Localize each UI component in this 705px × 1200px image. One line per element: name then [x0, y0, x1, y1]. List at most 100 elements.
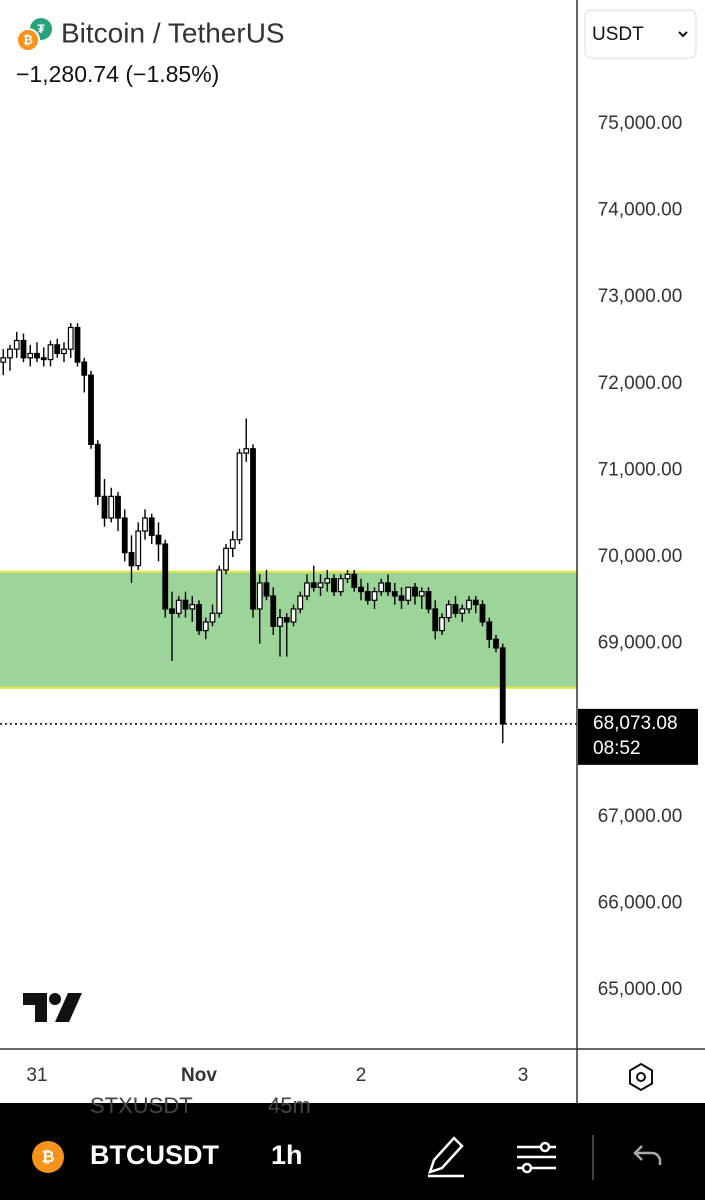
- candle-body: [67, 326, 74, 350]
- candle-body: [202, 621, 209, 632]
- ghost-interval: 45m: [268, 1093, 311, 1118]
- candle-body: [189, 604, 196, 610]
- x-tick-label: 31: [26, 1065, 47, 1086]
- candle-body: [155, 534, 162, 545]
- candle-body: [223, 547, 229, 571]
- candle-body: [74, 326, 81, 363]
- candle-body: [209, 612, 216, 623]
- candle-body: [40, 357, 47, 361]
- candle-body: [398, 595, 405, 601]
- candle-body: [135, 530, 142, 567]
- undo-button[interactable]: [633, 1145, 662, 1165]
- candle-body: [304, 582, 310, 597]
- candle-body: [101, 495, 108, 519]
- candle-body: [405, 586, 412, 601]
- toolbar: [0, 1103, 705, 1200]
- y-tick-label: 72,000.00: [598, 373, 683, 394]
- candle-body: [229, 539, 236, 549]
- candle-body: [34, 352, 40, 359]
- candle-body: [290, 608, 297, 623]
- zone: [0, 571, 577, 688]
- y-tick-label: 66,000.00: [598, 892, 683, 913]
- y-tick-label: 69,000.00: [598, 633, 683, 654]
- y-tick-label: 65,000.00: [598, 979, 683, 1000]
- candle-body: [256, 582, 263, 610]
- candle-body: [175, 599, 182, 614]
- candle-body: [27, 352, 34, 359]
- last-price-label: 68,073.08: [593, 713, 678, 734]
- candle-body: [236, 452, 243, 541]
- candle-body: [142, 517, 148, 532]
- toolbar-coin-glyph: ₿: [41, 1148, 54, 1166]
- y-tick-label: 75,000.00: [598, 113, 683, 134]
- candle-body: [283, 617, 290, 623]
- candle-body: [148, 517, 155, 536]
- candle-body: [47, 344, 54, 361]
- candle-body: [169, 608, 175, 614]
- x-tick-label: 2: [356, 1065, 367, 1086]
- candle-body: [466, 599, 472, 610]
- candle-body: [317, 582, 324, 588]
- candle-body: [358, 586, 364, 593]
- candle-body: [331, 578, 337, 593]
- candle-body: [162, 543, 169, 610]
- tradingview-logo: [23, 993, 82, 1022]
- candle-body: [121, 517, 128, 554]
- ghost-symbol: STXUSDT: [90, 1093, 193, 1118]
- candle-body: [432, 608, 439, 632]
- candle-body: [337, 578, 344, 593]
- candle-body: [452, 604, 459, 614]
- y-tick-label: 67,000.00: [598, 806, 683, 827]
- candle-body: [13, 339, 20, 350]
- candle-body: [472, 599, 479, 606]
- candle-body: [344, 573, 351, 580]
- currency-dropdown[interactable]: [584, 9, 697, 59]
- toolbar-coin-icon: [32, 1141, 64, 1173]
- candle-body: [385, 582, 391, 593]
- candle-body: [243, 448, 250, 454]
- candle-body: [216, 569, 223, 614]
- candle-body: [378, 582, 385, 593]
- candle-body: [445, 604, 452, 619]
- dropdown-caret: [678, 31, 688, 38]
- candle-body: [94, 443, 101, 497]
- price-change: −1,280.74 (−1.85%): [16, 61, 219, 87]
- toolbar-interval[interactable]: 1h: [271, 1140, 303, 1170]
- x-tick-label: Nov: [181, 1065, 217, 1086]
- candle-body: [277, 617, 283, 627]
- draw-button[interactable]: [428, 1136, 464, 1178]
- candle-body: [493, 638, 499, 649]
- candle-body: [364, 591, 371, 601]
- x-tick-label: 3: [518, 1065, 529, 1086]
- settings-button[interactable]: [629, 1062, 653, 1092]
- candle-body: [128, 552, 135, 567]
- candle-body: [425, 591, 432, 610]
- svg-text:₿: ₿: [23, 33, 33, 47]
- y-tick-label: 71,000.00: [598, 459, 683, 480]
- candle-body: [115, 495, 121, 519]
- svg-text:₮: ₮: [37, 22, 45, 36]
- candle-body: [324, 578, 331, 584]
- indicators-button[interactable]: [517, 1141, 556, 1174]
- settings-icon-center: [636, 1072, 646, 1082]
- candle-body: [391, 591, 398, 597]
- currency-label: USDT: [592, 24, 644, 45]
- candle-body: [61, 348, 67, 355]
- candle-body: [0, 357, 7, 363]
- candle-body: [250, 448, 256, 610]
- candle-body: [371, 591, 378, 601]
- y-tick-label: 70,000.00: [598, 546, 683, 567]
- toolbar-symbol[interactable]: BTCUSDT: [90, 1140, 219, 1170]
- candle-body: [310, 582, 317, 588]
- symbol-name: Bitcoin / TetherUS: [61, 17, 285, 48]
- last-price-badge: [578, 708, 698, 765]
- y-tick-label: 74,000.00: [598, 200, 683, 221]
- candle-body: [263, 582, 270, 597]
- candle-body: [439, 617, 445, 632]
- candle-body: [412, 586, 418, 597]
- candle-body: [108, 495, 115, 519]
- countdown: 08:52: [593, 738, 641, 759]
- candle-body: [297, 595, 304, 610]
- candle-body: [499, 647, 506, 725]
